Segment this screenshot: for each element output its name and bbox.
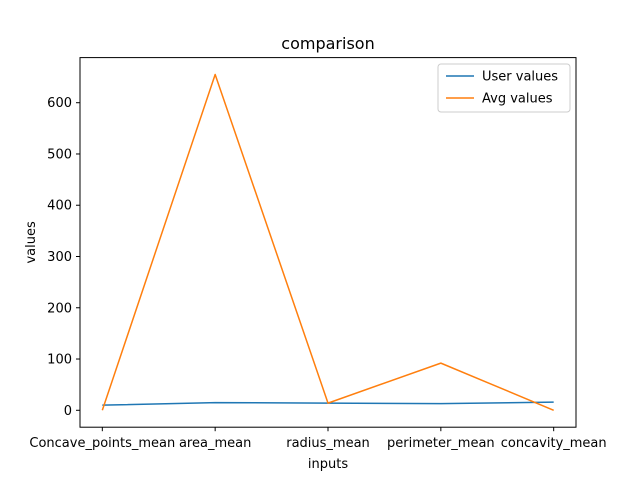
y-tick-label-100: 100 [47,353,72,368]
plot-area-frame [79,57,577,428]
x-tick-label-concavity-mean: concavity_mean [501,436,607,451]
x-tick-label-area-mean: area_mean [179,436,251,451]
series-line-avg-values [101,73,554,411]
x-tick-label-concave-points-mean: Concave_points_mean [29,436,175,451]
y-tick-label-500: 500 [47,147,72,162]
legend: User values Avg values [437,63,571,113]
x-axis-title: inputs [308,457,348,472]
legend-label-avg-values: Avg values [482,92,553,107]
x-axis-ticks: Concave_points_mean area_mean radius_mean p… [29,427,607,451]
plot-lines [101,73,554,411]
legend-label-user-values: User values [482,70,558,85]
y-axis-ticks: 0 100 200 300 400 500 600 [47,96,80,419]
x-tick-label-perimeter-mean: perimeter_mean [387,436,495,451]
y-tick-label-0: 0 [64,404,72,419]
chart-title: comparison [281,34,374,53]
y-tick-label-600: 600 [47,96,72,111]
y-tick-label-300: 300 [47,250,72,265]
y-tick-label-400: 400 [47,199,72,214]
y-tick-label-200: 200 [47,301,72,316]
x-tick-label-radius-mean: radius_mean [286,436,370,451]
y-axis-title: values [24,221,39,264]
